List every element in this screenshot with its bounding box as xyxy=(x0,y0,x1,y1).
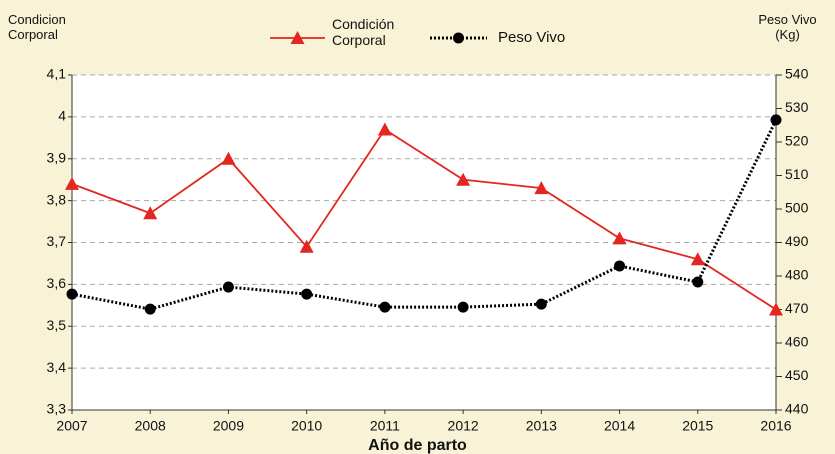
x-tick-label: 2007 xyxy=(56,418,87,434)
y-tick-label: 3,6 xyxy=(47,275,67,291)
y2-tick-label: 450 xyxy=(785,367,809,383)
y-tick-label: 3,8 xyxy=(47,191,67,207)
x-tick-label: 2016 xyxy=(760,418,791,434)
y-tick-label: 3,7 xyxy=(47,233,67,249)
data-point xyxy=(456,172,471,186)
legend-label: Peso Vivo xyxy=(498,29,566,46)
data-point xyxy=(770,114,782,126)
x-tick-label: 2009 xyxy=(213,418,244,434)
data-point xyxy=(614,260,626,272)
y-axis-label: Condicion Corporal xyxy=(8,12,66,42)
y-tick-label: 3,4 xyxy=(47,359,67,375)
y-tick-label: 3,5 xyxy=(47,317,67,333)
x-tick-label: 2010 xyxy=(291,418,322,434)
data-point xyxy=(534,181,549,195)
y2-tick-label: 490 xyxy=(785,233,809,249)
data-point xyxy=(457,301,469,313)
y2-tick-label: 440 xyxy=(785,401,809,417)
y2-tick-label: 510 xyxy=(785,166,809,182)
x-axis-label: Año de parto xyxy=(368,437,467,454)
data-point xyxy=(535,298,547,310)
data-point xyxy=(690,252,705,266)
data-point xyxy=(143,206,158,220)
series-line xyxy=(71,119,778,311)
data-point xyxy=(769,302,783,316)
y2-axis-label: Peso Vivo (Kg) xyxy=(758,12,817,42)
data-point xyxy=(377,122,392,136)
x-tick-label: 2011 xyxy=(370,418,400,434)
y2-tick-label: 460 xyxy=(785,334,809,350)
y2-tick-label: 480 xyxy=(785,267,809,283)
data-point xyxy=(379,301,391,313)
x-tick-label: 2013 xyxy=(526,418,557,434)
x-tick-label: 2014 xyxy=(604,418,635,434)
series-line xyxy=(71,128,777,311)
x-tick-label: 2015 xyxy=(682,418,713,434)
data-point xyxy=(299,239,314,253)
data-point xyxy=(612,231,627,245)
x-tick-label: 2012 xyxy=(448,418,479,434)
data-point xyxy=(692,276,704,288)
y2-tick-label: 530 xyxy=(785,99,809,115)
data-point xyxy=(66,288,78,300)
y-tick-label: 4 xyxy=(58,108,66,124)
data-point xyxy=(144,303,156,315)
data-point xyxy=(221,151,236,165)
y-tick-label: 3,3 xyxy=(47,401,67,417)
y-tick-label: 3,9 xyxy=(47,149,67,165)
y2-tick-label: 470 xyxy=(785,300,809,316)
y-tick-label: 4,1 xyxy=(47,66,67,82)
y2-tick-label: 520 xyxy=(785,133,809,149)
data-point xyxy=(301,288,313,300)
data-point xyxy=(65,176,79,190)
y2-tick-label: 540 xyxy=(785,66,809,82)
legend-label: Condición Corporal xyxy=(332,16,395,48)
y2-tick-label: 500 xyxy=(785,200,809,216)
data-point xyxy=(222,281,234,293)
legend-marker xyxy=(453,32,464,44)
x-tick-label: 2008 xyxy=(135,418,166,434)
legend-marker xyxy=(290,31,305,44)
